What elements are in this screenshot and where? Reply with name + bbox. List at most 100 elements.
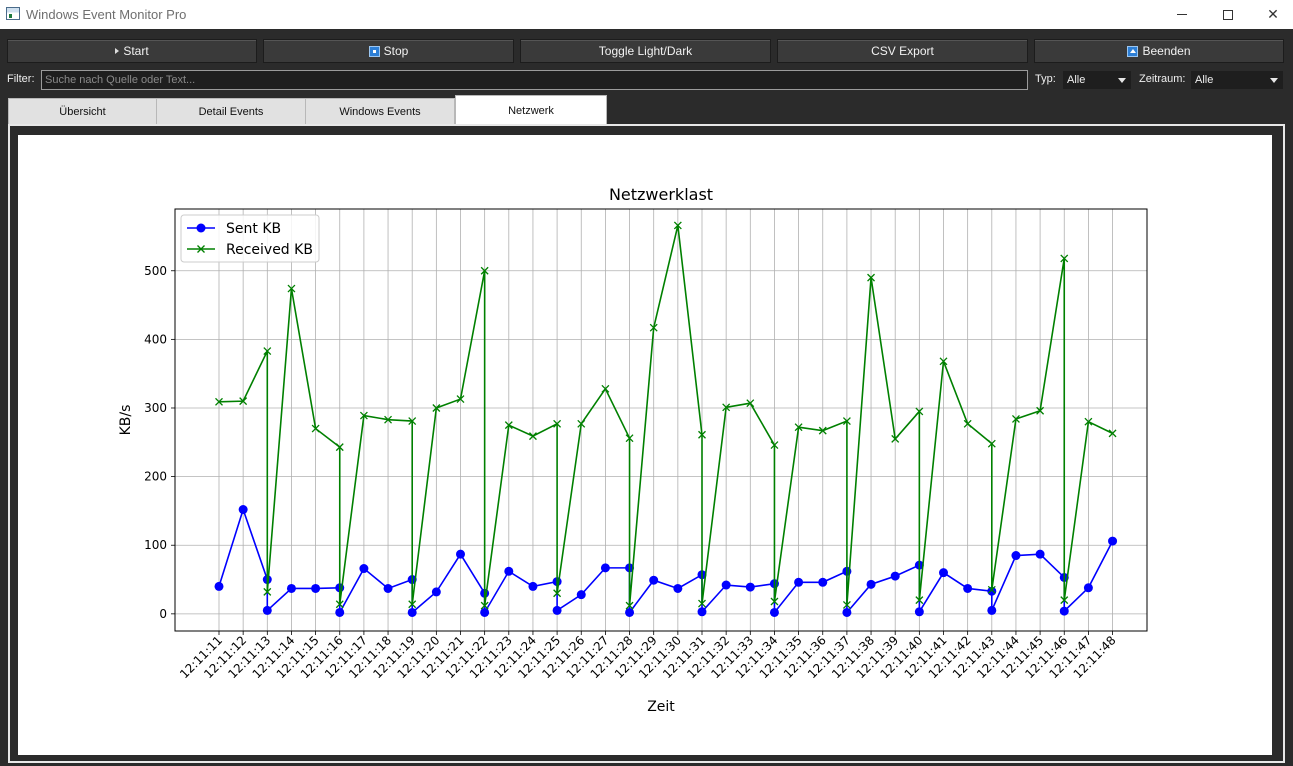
sent-point [456,549,465,559]
app-icon [6,7,20,20]
received-point [239,397,248,406]
csv-export-button[interactable]: CSV Export [777,39,1028,63]
legend-marker [197,245,205,253]
marker-stroke [1060,254,1069,263]
x-axis-label: Zeit [647,699,675,715]
marker-stroke [770,597,779,606]
marker-stroke [915,596,924,605]
filter-bar: Filter: Typ: Alle Zeitraum: Alle [0,70,1293,90]
received-point [263,347,272,355]
stop-button[interactable]: Stop [263,39,514,63]
toggle-theme-button[interactable]: Toggle Light/Dark [520,39,771,63]
exit-button[interactable]: Beenden [1034,39,1284,63]
sent-point [1108,536,1118,546]
received-point [722,403,731,412]
type-select-value: Alle [1067,74,1086,86]
marker-stroke [987,585,996,594]
maximize-icon [1223,9,1233,20]
received-point [746,399,755,408]
sent-point [552,605,562,615]
legend: Sent KB Received KB [180,214,320,263]
marker-stroke [408,417,417,425]
received-point [842,600,851,609]
received-point [601,384,610,393]
sent-point [600,563,610,573]
marker-stroke [287,284,296,293]
sent-point [649,575,659,585]
series-line-1 [218,506,1114,616]
sent-point [842,607,852,617]
chart-area: 12:11:11 12:11:12 12:11:13 12:11:14 12:11:15… [18,135,1272,755]
received-point [287,284,296,293]
marker-stroke [239,397,248,406]
marker-stroke [1060,596,1069,605]
marker-stroke [359,411,368,420]
received-point [553,419,562,428]
range-select[interactable]: Alle [1191,71,1283,89]
marker-stroke [915,407,924,416]
search-input[interactable] [41,70,1028,90]
sent-point [963,583,973,593]
received-point [915,596,924,605]
stop-icon [368,45,380,57]
marker-stroke [842,417,851,425]
sent-point [745,582,755,592]
received-point [818,426,827,435]
marker-stroke [722,403,731,412]
marker-stroke [553,589,562,598]
y-tick-label: 100 [144,538,167,552]
received-point [915,407,924,416]
received-point [384,415,393,424]
marker-stroke [746,399,755,408]
chevron-down-icon [1118,78,1126,83]
received-point [987,585,996,594]
stop-label: Stop [383,44,409,58]
marker-stroke [1084,417,1093,426]
legend-label: Received KB [226,242,313,258]
marker-stroke [1011,415,1020,423]
close-button[interactable]: ✕ [1250,0,1293,29]
tab-network[interactable]: Netzwerk [455,95,607,125]
sent-point [866,579,876,589]
y-tick-label: 400 [144,332,167,346]
marker-stroke [987,439,996,448]
received-point [311,424,320,433]
legend-label: Sent KB [226,221,281,237]
filter-label: Filter: [7,73,35,85]
marker-stroke [456,395,465,404]
received-point [649,323,658,332]
sent-point [504,566,514,576]
received-point [867,273,876,282]
sent-point [987,586,997,596]
start-button[interactable]: Start [7,39,257,63]
received-point [1108,429,1117,438]
received-point [625,434,634,443]
marker-stroke [649,323,658,332]
received-point [794,423,803,432]
marker-stroke [939,357,948,366]
marker-stroke [432,404,441,412]
received-point [987,439,996,448]
marker-stroke [673,221,682,230]
received-point [335,443,344,452]
start-label: Start [123,44,149,58]
maximize-button[interactable] [1205,0,1251,29]
toggle-theme-label: Toggle Light/Dark [598,44,693,58]
tab-detail-events[interactable]: Detail Events [156,98,306,125]
title-bar: Windows Event Monitor Pro ✕ [0,0,1293,29]
tab-windows-events[interactable]: Windows Events [305,98,455,125]
legend-marker [196,223,206,233]
type-select[interactable]: Alle [1063,71,1131,89]
received-point [577,419,586,428]
marker-stroke [601,384,610,393]
y-axis-label: KB/s [118,405,134,436]
received-point [698,599,706,608]
received-point [335,600,344,609]
chart-title: Netzwerklast [609,185,713,204]
sent-point [480,607,490,617]
minimize-button[interactable] [1159,0,1205,29]
window-title: Windows Event Monitor Pro [26,7,187,22]
received-point [480,601,489,610]
tab-overview[interactable]: Übersicht [8,98,157,125]
sent-point [407,607,417,617]
